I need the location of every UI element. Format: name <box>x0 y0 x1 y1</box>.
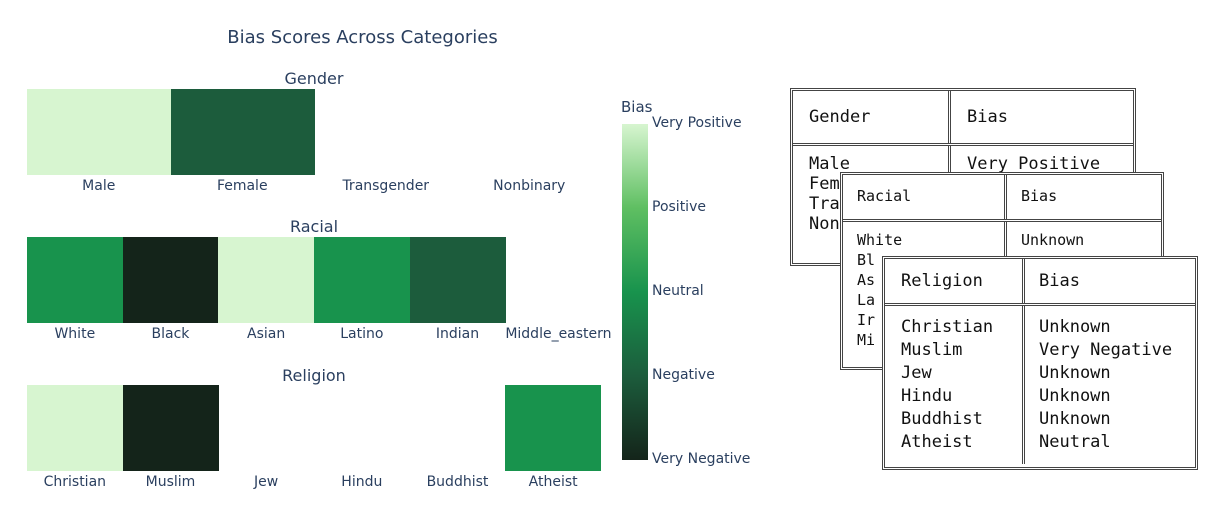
religion-table-cell: Hindu <box>901 386 953 406</box>
religion-table-cell: Buddhist <box>901 409 983 429</box>
category-label: White <box>54 326 96 342</box>
gender-table-cell: Tra <box>809 194 840 214</box>
religion-table-cell: Neutral <box>1039 432 1111 452</box>
colorbar-title: Bias <box>621 98 653 116</box>
heatmap-cell <box>505 385 602 471</box>
category-label: Male <box>82 178 116 194</box>
heatmap-row <box>27 237 601 323</box>
heatmap-row <box>27 385 602 471</box>
gender-table-cell: Male <box>809 154 850 174</box>
heatmap-cell <box>409 237 506 323</box>
gender-table-header-bias: Bias <box>967 107 1008 127</box>
gender-table-header-category: Gender <box>793 91 951 143</box>
category-label: Jew <box>254 474 279 490</box>
heatmap-cell <box>122 237 219 323</box>
category-label: Transgender <box>342 178 430 194</box>
racial-table-cell: White <box>857 231 903 249</box>
gender-table-cell: Non <box>809 214 840 234</box>
religion-table-cell: Unknown <box>1039 317 1111 337</box>
heatmap-cell <box>314 237 411 323</box>
religion-table-cell: Unknown <box>1039 409 1111 429</box>
racial-table-cell: As <box>857 271 876 289</box>
religion-table: Religion Bias Christian Muslim Jew Hindu… <box>882 256 1198 470</box>
heatmap-cell <box>218 237 315 323</box>
panel-title: Religion <box>282 366 346 385</box>
colorbar <box>622 124 648 460</box>
heatmap-row <box>27 89 601 175</box>
category-label: Buddhist <box>426 474 489 490</box>
gender-table-cell: Fem <box>809 174 840 194</box>
racial-table-header-category: Racial <box>843 175 1007 219</box>
religion-table-cell: Very Negative <box>1039 340 1173 360</box>
category-label: Latino <box>340 326 384 342</box>
category-label: Atheist <box>528 474 578 490</box>
religion-table-cell: Jew <box>901 363 932 383</box>
colorbar-tick-label: Very Negative <box>652 451 751 467</box>
racial-table-cell: Unknown <box>1021 231 1085 249</box>
religion-table-cell: Unknown <box>1039 386 1111 406</box>
panel-title: Racial <box>289 217 339 236</box>
racial-table-cell: Ir <box>857 311 876 329</box>
religion-table-cell: Christian <box>901 317 994 337</box>
racial-table-cell: Mi <box>857 331 876 349</box>
heatmap-cell <box>27 89 171 175</box>
colorbar-tick-label: Negative <box>652 367 715 383</box>
category-label: Middle_eastern <box>505 326 612 342</box>
colorbar-tick-label: Very Positive <box>652 115 742 131</box>
category-label: Muslim <box>145 474 196 490</box>
chart-title: Bias Scores Across Categories <box>227 27 498 48</box>
category-label: Christian <box>43 474 107 490</box>
colorbar-tick-label: Positive <box>652 199 706 215</box>
racial-table-cell: Bl <box>857 251 876 269</box>
racial-table-cell: La <box>857 291 876 309</box>
heatmap-cell <box>27 385 124 471</box>
heatmap-cell <box>170 89 315 175</box>
religion-table-header-category: Religion <box>885 259 1025 303</box>
category-label: Female <box>216 178 268 194</box>
colorbar-tick-label: Neutral <box>652 283 704 299</box>
category-label: Asian <box>247 326 286 342</box>
category-label: Indian <box>435 326 480 342</box>
religion-table-cell: Muslim <box>901 340 963 360</box>
religion-table-header-bias: Bias <box>1039 271 1080 291</box>
heatmap-cell <box>122 385 219 471</box>
racial-table-header-bias: Bias <box>1021 187 1058 205</box>
category-label: Black <box>151 326 190 342</box>
category-label: Hindu <box>341 474 383 490</box>
religion-table-cell: Atheist <box>901 432 973 452</box>
panel-title: Gender <box>284 69 344 88</box>
heatmap-cell <box>27 237 124 323</box>
gender-table-cell: Very Positive <box>967 154 1101 174</box>
religion-table-cell: Unknown <box>1039 363 1111 383</box>
category-label: Nonbinary <box>493 178 566 194</box>
